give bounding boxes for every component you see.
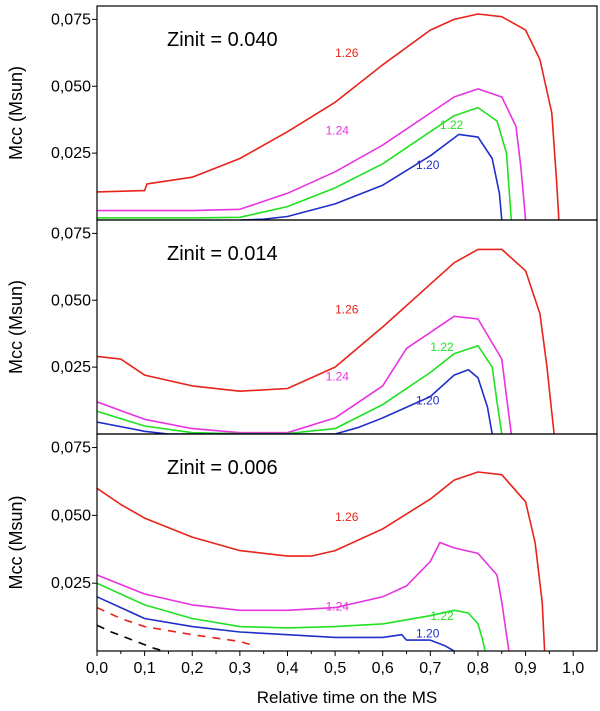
panel-title: Zinit = 0.014	[167, 243, 278, 265]
y-axis-label: Mcc (Msun)	[6, 280, 26, 374]
x-tick-label: 0,0	[86, 660, 108, 677]
y-tick-label: 0,025	[51, 575, 91, 592]
y-tick-label: 0,050	[51, 292, 91, 309]
series-line-1.26	[97, 13, 560, 220]
panel-title: Zinit = 0.040	[167, 29, 278, 51]
series-label-1.26: 1.26	[335, 510, 359, 524]
series-group	[97, 13, 560, 220]
series-line-dashed-5	[97, 624, 164, 651]
x-tick-label: 0,9	[514, 660, 536, 677]
y-tick-label: 0,025	[51, 359, 91, 376]
x-tick-label: 0,8	[467, 660, 489, 677]
y-tick-label: 0,075	[51, 440, 91, 457]
series-label-1.20: 1.20	[416, 158, 440, 172]
series-line-1.22	[97, 106, 513, 220]
series-line-1.24	[97, 541, 510, 651]
series-line-1.24	[97, 315, 513, 434]
y-tick-label: 0,075	[51, 225, 91, 242]
panel-1: 1.26 1.24 1.22 1.20 0,025 0,050 0,075 Zinit = 0…	[6, 5, 598, 221]
x-tick-label: 0,1	[133, 660, 155, 677]
series-line-1.22	[97, 344, 503, 434]
x-tick-label: 1,0	[562, 660, 584, 677]
panel-frame	[96, 433, 598, 652]
series-label-1.22: 1.22	[430, 609, 454, 623]
series-line-1.24	[97, 88, 527, 220]
series-label-1.24: 1.24	[326, 599, 350, 613]
y-axis-label: Mcc (Msun)	[6, 66, 26, 160]
y-tick-label: 0,025	[51, 145, 91, 162]
x-tick-label: 0,3	[229, 660, 251, 677]
series-label-1.20: 1.20	[416, 626, 440, 640]
series-line-1.20	[97, 596, 455, 651]
x-axis-label: Relative time on the MS	[257, 688, 437, 707]
y-tick-label: 0,075	[51, 11, 91, 28]
series-label-1.24: 1.24	[326, 370, 350, 384]
series-group	[97, 471, 546, 651]
panel-3: 1.26 1.24 1.22 1.20 0,025 0,050 0,075 Zinit = 0…	[6, 433, 598, 652]
series-label-1.26: 1.26	[335, 303, 359, 317]
series-label-1.22: 1.22	[430, 340, 454, 354]
x-tick-label: 0,4	[276, 660, 298, 677]
series-line-1.26	[97, 248, 555, 434]
y-tick-label: 0,050	[51, 507, 91, 524]
series-group	[97, 248, 555, 434]
x-tick-label: 0,5	[324, 660, 346, 677]
series-label-1.24: 1.24	[326, 123, 350, 137]
x-tick-label: 0,6	[372, 660, 394, 677]
series-line-dashed-4	[97, 606, 255, 647]
series-line-1.22	[97, 582, 486, 651]
x-tick-label: 0,2	[181, 660, 203, 677]
series-label-1.26: 1.26	[335, 46, 359, 60]
series-label-1.20: 1.20	[416, 394, 440, 408]
y-tick-label: 0,050	[51, 78, 91, 95]
y-axis-label: Mcc (Msun)	[6, 496, 26, 590]
series-line-1.20	[239, 133, 503, 220]
series-label-1.22: 1.22	[440, 118, 464, 132]
panel-title: Zinit = 0.006	[167, 457, 278, 479]
series-line-1.26	[97, 471, 546, 651]
panel-2: 1.26 1.24 1.22 1.20 0,025 0,050 0,075 Zinit = 0…	[6, 219, 598, 435]
x-tick-label: 0,7	[419, 660, 441, 677]
